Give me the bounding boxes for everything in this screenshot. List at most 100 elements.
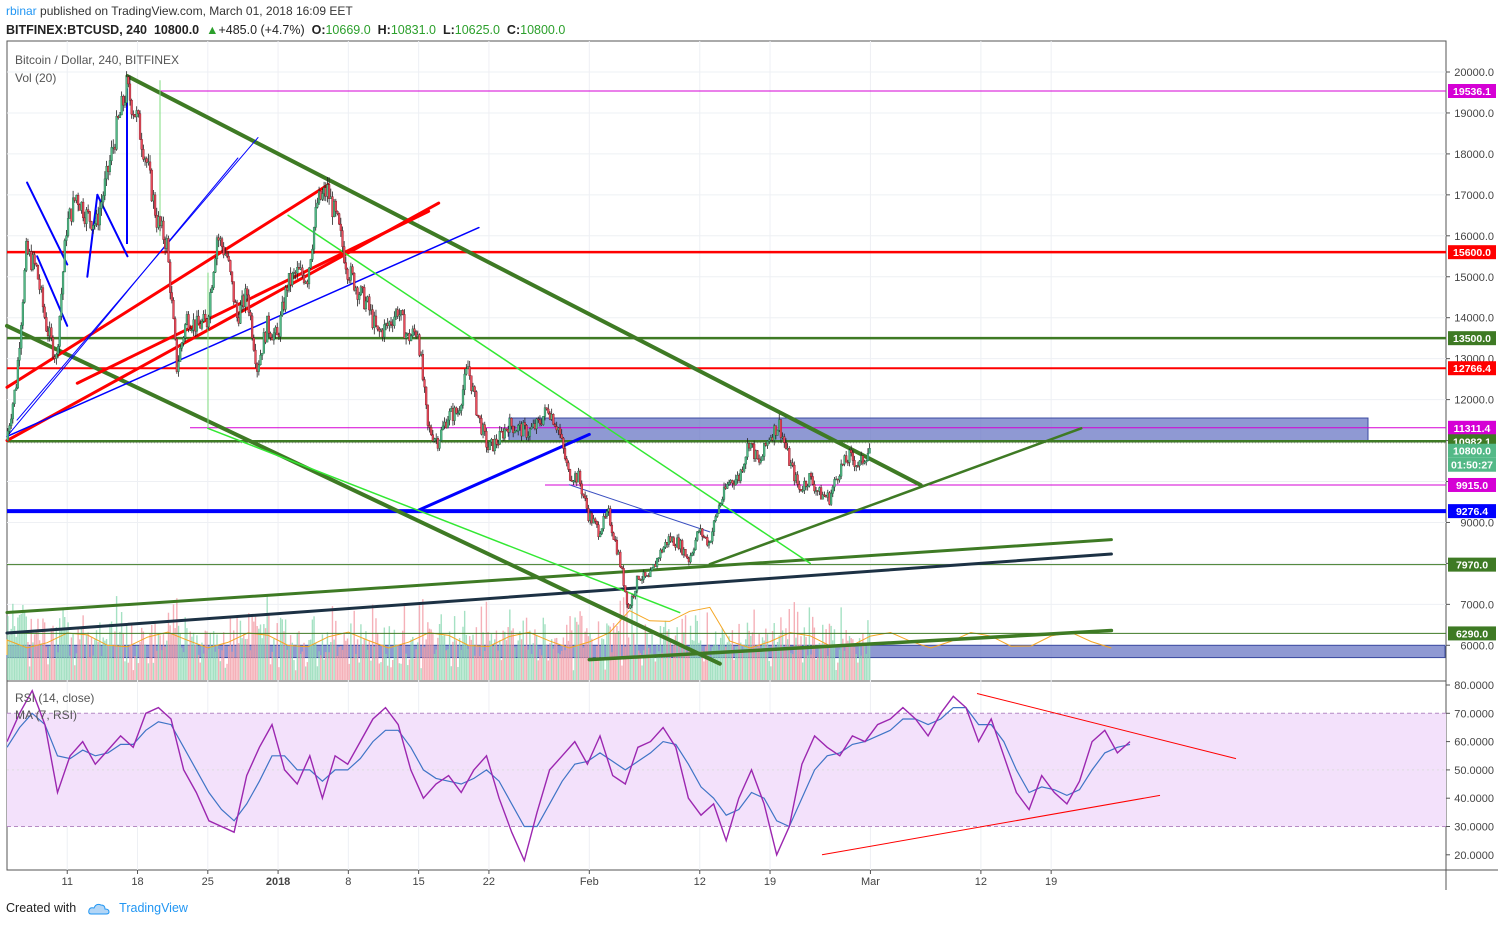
volume-bar — [555, 637, 558, 680]
volume-bar — [669, 638, 672, 680]
volume-bar — [28, 666, 31, 680]
candle-body — [503, 428, 506, 439]
volume-bar — [99, 622, 101, 680]
volume-bar — [85, 634, 88, 680]
level-label-text: 12766.4 — [1453, 363, 1491, 375]
volume-bar — [709, 661, 712, 680]
volume-bar — [211, 645, 213, 680]
candle-body — [389, 321, 393, 325]
volume-bar — [141, 627, 143, 680]
candle-body — [619, 551, 622, 568]
candle-body — [830, 493, 833, 505]
candle-body — [11, 403, 14, 420]
volume-bar — [432, 632, 434, 680]
volume-bar — [699, 640, 702, 680]
volume-bar — [187, 645, 190, 680]
volume-bar — [219, 661, 222, 680]
candle-body — [694, 539, 697, 550]
volume-bar — [462, 626, 464, 680]
x-tick-label: 11 — [62, 876, 73, 888]
candle-body — [309, 259, 312, 269]
level-label-text: 19536.1 — [1453, 86, 1491, 98]
candle-body — [383, 324, 386, 338]
volume-bar — [226, 663, 228, 680]
tradingview-link[interactable]: TradingView — [119, 901, 188, 915]
candle-body — [672, 537, 675, 546]
candle-body — [110, 147, 113, 161]
lime-down-line-1 — [287, 214, 811, 565]
author-link[interactable]: rbinar — [6, 4, 37, 18]
volume-bar — [79, 639, 81, 680]
volume-bar — [400, 663, 402, 680]
volume-bar — [837, 662, 839, 680]
candle-body — [41, 287, 45, 308]
volume-bar — [731, 630, 734, 680]
volume-bar — [100, 655, 103, 680]
volume-bar — [832, 640, 834, 680]
candle-body — [312, 227, 316, 250]
volume-bar — [512, 628, 514, 680]
volume-bar — [386, 665, 389, 680]
tradingview-logo-icon — [87, 903, 110, 915]
volume-bar — [115, 596, 118, 680]
created-with-text: Created with — [6, 901, 77, 915]
volume-bar — [679, 644, 682, 680]
candle-body — [788, 448, 791, 466]
volume-bar — [703, 661, 705, 680]
volume-bar — [435, 649, 437, 680]
candle-body — [102, 195, 105, 203]
candle-body — [269, 333, 272, 338]
blue-support-line — [417, 432, 591, 512]
resistance-zone — [508, 417, 1369, 442]
volume-bar — [390, 667, 392, 680]
volume-bar — [795, 637, 797, 680]
volume-bar — [310, 639, 312, 680]
volume-bar — [104, 640, 106, 680]
candle-body — [351, 266, 354, 274]
volume-bar — [423, 647, 426, 680]
volume-bar — [612, 623, 615, 680]
volume-bar — [105, 639, 108, 680]
candle-body — [567, 462, 570, 470]
volume-bar — [154, 623, 156, 680]
volume-bar — [157, 633, 160, 680]
candle-body — [316, 202, 319, 208]
candle-body — [10, 418, 13, 426]
candle-body — [311, 248, 314, 260]
volume-bar — [617, 631, 620, 680]
volume-bar — [494, 639, 496, 680]
candle-body — [743, 463, 746, 472]
volume-bar — [768, 661, 770, 680]
candle-body — [851, 452, 854, 461]
volume-bar — [750, 635, 752, 680]
volume-bar — [805, 637, 807, 680]
volume-bar — [264, 628, 267, 680]
volume-bar — [520, 639, 523, 680]
volume-bar — [447, 649, 449, 680]
candle-body — [356, 287, 359, 300]
volume-bar — [522, 620, 524, 680]
candle-body — [522, 422, 525, 437]
candle-body — [468, 366, 471, 376]
volume-bar — [428, 628, 431, 680]
candle-body — [374, 315, 378, 327]
volume-bar — [278, 667, 280, 680]
candle-body — [811, 476, 814, 485]
volume-bar — [549, 643, 551, 680]
red-channel-mid — [5, 183, 330, 389]
volume-bar — [648, 647, 650, 680]
volume-bar — [683, 632, 685, 680]
volume-bar — [825, 629, 827, 680]
volume-bar — [741, 649, 744, 680]
volume-bar — [673, 645, 675, 680]
level-label-text: 15600.0 — [1453, 247, 1491, 259]
volume-bar — [773, 623, 775, 680]
volume-bar — [402, 630, 404, 680]
volume-bar — [283, 631, 285, 680]
volume-bar — [350, 623, 352, 680]
volume-bar — [470, 639, 473, 680]
candle-body — [595, 521, 598, 526]
volume-bar — [15, 636, 17, 680]
volume-bar — [87, 632, 89, 680]
